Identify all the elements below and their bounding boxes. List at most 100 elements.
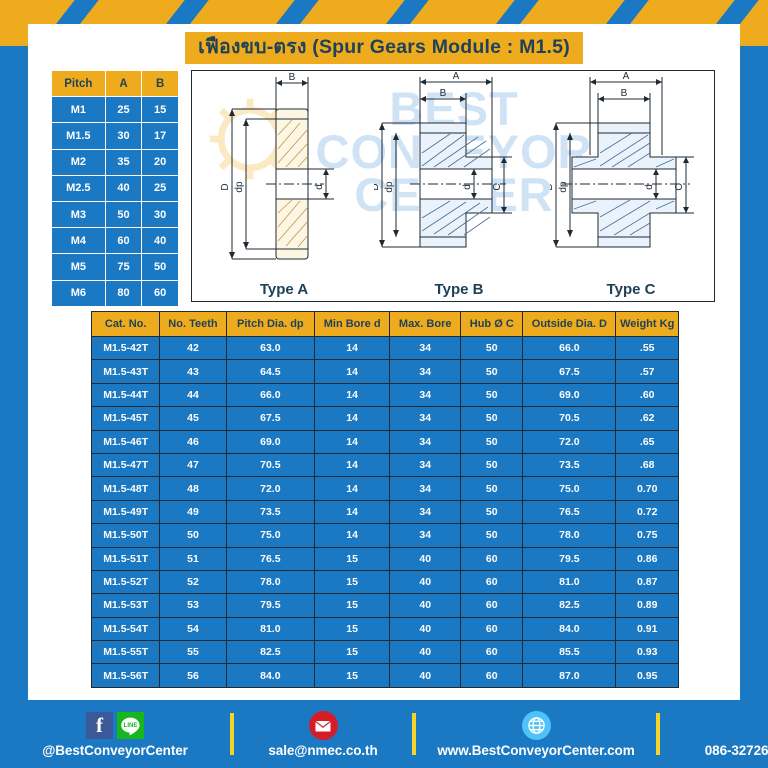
table-row: M1.5-44T 44 66.0 14 34 50 69.0.60 xyxy=(92,383,678,407)
table-cell: M1.5-45T xyxy=(92,407,160,430)
dim-label-d-bore: d xyxy=(462,184,473,190)
table-cell: 49 xyxy=(160,500,226,524)
table-cell: .55 xyxy=(616,337,678,360)
dim-label-d-bore: d xyxy=(314,184,325,190)
facebook-icon[interactable]: f xyxy=(86,712,113,739)
table-cell: 53 xyxy=(160,594,226,617)
table-cell: 50 xyxy=(461,477,523,500)
table-cell: 14 xyxy=(315,524,390,547)
dim-label-d-outside: D xyxy=(550,183,555,190)
footer-email-label: sale@nmec.co.th xyxy=(268,742,378,758)
dim-label-a: A xyxy=(623,71,630,82)
pitch-table-cell: 60 xyxy=(104,227,143,255)
footer-phone-group[interactable]: 086-3272600 , 02-0017766 xyxy=(660,711,768,758)
pitch-table-cell: 80 xyxy=(104,279,143,307)
pitch-table-row: M1 25 15 xyxy=(51,96,179,124)
table-cell: 60 xyxy=(461,594,523,617)
pitch-table-row: M3 50 30 xyxy=(51,200,179,229)
pitch-header-b: B xyxy=(141,69,179,98)
pitch-header-a: A xyxy=(104,69,143,98)
table-row: M1.5-49T 49 73.5 14 34 50 76.5 0.72 xyxy=(92,500,678,524)
data-table-header-row: Cat. No. No. Teeth Pitch Dia. dp Min Bore d… xyxy=(92,312,678,336)
table-cell: M1.5-44T xyxy=(92,383,160,407)
table-cell: 14 xyxy=(315,383,390,407)
table-row: M1.5-45T 45 67.5 14 34 50 70.5.62 xyxy=(92,407,678,430)
table-cell: 0.95 xyxy=(616,664,678,687)
pitch-table-cell: 25 xyxy=(104,96,143,124)
globe-icon[interactable] xyxy=(521,711,551,740)
table-cell: 72.0 xyxy=(226,477,315,500)
dim-label-b: B xyxy=(621,88,628,99)
footer-social-label: @BestConveyorCenter xyxy=(42,742,188,758)
table-row: M1.5-46T 46 69.0 14 34 50 72.0.65 xyxy=(92,430,678,453)
table-cell: M1.5-48T xyxy=(92,477,160,500)
table-cell: 14 xyxy=(315,360,390,383)
table-cell: M1.5-43T xyxy=(92,360,160,383)
table-cell: 14 xyxy=(315,477,390,500)
table-cell: 87.0 xyxy=(523,664,616,687)
table-cell: 14 xyxy=(315,453,390,477)
dim-label-dp: dp xyxy=(234,181,245,193)
table-cell: 0.86 xyxy=(616,547,678,570)
table-cell: 75.0 xyxy=(523,477,616,500)
footer-separator-2 xyxy=(412,713,416,755)
table-row: M1.5-50T 50 75.0 14 34 50 78.0 0.75 xyxy=(92,524,678,547)
footer-social-icons: f LINE xyxy=(86,711,144,741)
email-icon[interactable] xyxy=(308,711,338,740)
table-cell: .65 xyxy=(616,430,678,453)
table-cell: 34 xyxy=(390,360,461,383)
dim-label-d-outside: D xyxy=(374,183,381,190)
table-row: M1.5-54T 54 81.0 15 40 60 84.0 0.91 xyxy=(92,617,678,641)
pitch-table-cell: M1 xyxy=(51,96,106,124)
pitch-table-cell: 25 xyxy=(141,174,179,202)
table-cell: 78.0 xyxy=(226,570,315,594)
type-a-label: Type A xyxy=(259,281,309,298)
table-cell: 43 xyxy=(160,360,226,383)
table-cell: 76.5 xyxy=(226,547,315,570)
table-cell: 15 xyxy=(315,664,390,687)
figure-type-a: B D dp d Type A xyxy=(204,71,364,301)
footer-email-group[interactable]: sale@nmec.co.th xyxy=(234,711,412,758)
table-row: M1.5-52T 52 78.0 15 40 60 81.0 0.87 xyxy=(92,570,678,594)
table-cell: 50 xyxy=(461,500,523,524)
table-row: M1.5-56T 56 84.0 15 40 60 87.0 0.95 xyxy=(92,664,678,687)
footer-separator-3 xyxy=(656,713,660,755)
data-table-body: M1.5-42T 42 63.0 14 34 50 66.0.55 M1.5-43T 43 64.… xyxy=(92,337,678,687)
pitch-table-body: M1 25 15 M1.5 30 17 M2 35 20 M2.5 40 25 M3 50 30 M4 60 40… xyxy=(51,96,179,307)
table-cell: M1.5-51T xyxy=(92,547,160,570)
table-row: M1.5-55T 55 82.5 15 40 60 85.5 0.93 xyxy=(92,641,678,664)
dim-label-d-outside: D xyxy=(220,183,231,190)
table-cell: M1.5-56T xyxy=(92,664,160,687)
pitch-table-row: M4 60 40 xyxy=(51,227,179,255)
table-cell: 48 xyxy=(160,477,226,500)
table-cell: 82.5 xyxy=(226,641,315,664)
footer-social-group[interactable]: f LINE @BestConveyorCenter xyxy=(0,711,230,758)
table-cell: 47 xyxy=(160,453,226,477)
table-cell: 81.0 xyxy=(226,617,315,641)
data-table-header-cell: Max. Bore xyxy=(390,312,461,336)
table-cell: M1.5-50T xyxy=(92,524,160,547)
table-cell: 14 xyxy=(315,337,390,360)
data-table-header-cell: Outside Dia. D xyxy=(523,312,616,336)
table-cell: 60 xyxy=(461,547,523,570)
footer-website-group[interactable]: www.BestConveyorCenter.com xyxy=(416,711,656,758)
table-cell: 45 xyxy=(160,407,226,430)
table-cell: 15 xyxy=(315,547,390,570)
table-cell: 15 xyxy=(315,594,390,617)
footer-separator-1 xyxy=(230,713,234,755)
table-cell: 0.93 xyxy=(616,641,678,664)
dim-label-d-bore: d xyxy=(644,184,655,190)
pitch-table-cell: 50 xyxy=(141,253,179,281)
footer-website-label: www.BestConveyorCenter.com xyxy=(437,742,635,758)
contact-footer: f LINE @BestConveyorCenter xyxy=(0,700,768,768)
table-cell: 50 xyxy=(461,453,523,477)
pitch-table-cell: 40 xyxy=(104,174,143,202)
pitch-table-cell: 35 xyxy=(104,148,143,176)
line-icon[interactable]: LINE xyxy=(117,712,144,739)
table-cell: 69.0 xyxy=(523,383,616,407)
table-row: M1.5-47T 47 70.5 14 34 50 73.5.68 xyxy=(92,453,678,477)
type-c-label: Type C xyxy=(606,281,656,298)
pitch-table-cell: M6 xyxy=(51,279,106,307)
table-cell: 34 xyxy=(390,407,461,430)
